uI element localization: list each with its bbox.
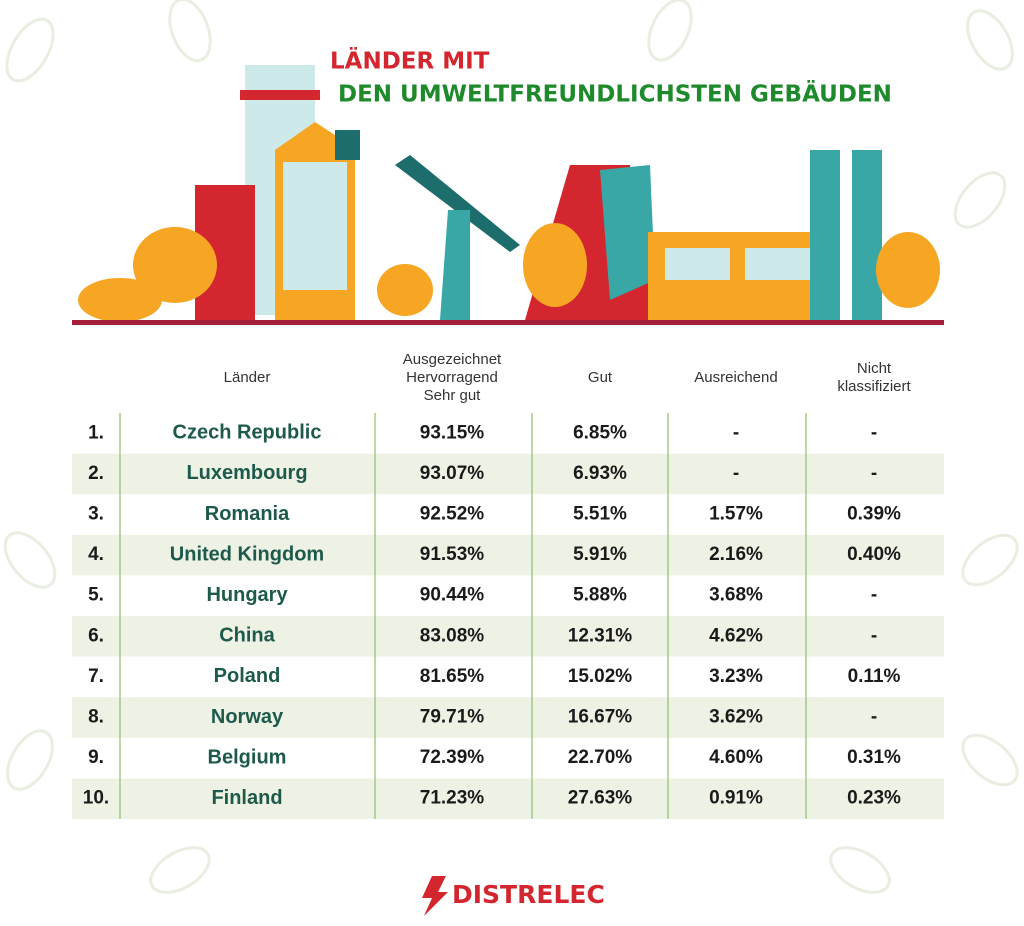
logo-text: DISTRELEC bbox=[452, 880, 605, 909]
table-cell: 5.51% bbox=[573, 504, 627, 525]
table-cell: - bbox=[733, 422, 739, 443]
table-cell: 93.07% bbox=[420, 463, 485, 484]
table-cell: 6.93% bbox=[573, 463, 627, 484]
column-header: Hervorragend bbox=[406, 369, 498, 386]
country-name: Hungary bbox=[206, 584, 288, 606]
table-cell: 7. bbox=[88, 666, 104, 687]
table-cell: 16.67% bbox=[568, 707, 633, 728]
table-cell: 1. bbox=[88, 422, 104, 443]
column-header: Nicht bbox=[857, 360, 892, 377]
table-cell: 4. bbox=[88, 544, 104, 565]
table-cell: - bbox=[871, 707, 877, 728]
table-cell: 3. bbox=[88, 504, 104, 525]
column-header: Ausreichend bbox=[694, 369, 777, 386]
country-name: China bbox=[219, 625, 275, 647]
table-cell: - bbox=[871, 463, 877, 484]
table-cell: 3.23% bbox=[709, 666, 763, 687]
country-name: Luxembourg bbox=[186, 462, 307, 484]
table-cell: 83.08% bbox=[420, 625, 485, 646]
table-cell: 9. bbox=[88, 747, 104, 768]
table-cell: 0.40% bbox=[847, 544, 901, 565]
table-cell: 6.85% bbox=[573, 422, 627, 443]
table-cell: 92.52% bbox=[420, 504, 485, 525]
table-cell: 5.88% bbox=[573, 585, 627, 606]
table-cell: 3.68% bbox=[709, 585, 763, 606]
table-cell: 15.02% bbox=[568, 666, 633, 687]
row-shade bbox=[72, 534, 944, 576]
column-header: Ausgezeichnet bbox=[403, 351, 502, 368]
title-line: DEN UMWELTFREUNDLICHSTEN GEBÄUDEN bbox=[338, 80, 892, 108]
table-cell: - bbox=[871, 585, 877, 606]
table-cell: 0.31% bbox=[847, 747, 901, 768]
column-header: Länder bbox=[224, 369, 271, 386]
table-cell: - bbox=[871, 422, 877, 443]
table-cell: 72.39% bbox=[420, 747, 485, 768]
table-cell: 2. bbox=[88, 463, 104, 484]
country-name: United Kingdom bbox=[170, 543, 324, 565]
row-shade bbox=[72, 616, 944, 657]
table-cell: 4.62% bbox=[709, 625, 763, 646]
table-cell: 2.16% bbox=[709, 544, 763, 565]
table-cell: 1.57% bbox=[709, 504, 763, 525]
table-cell: 8. bbox=[88, 707, 104, 728]
table-cell: 0.91% bbox=[709, 788, 763, 809]
table-cell: 90.44% bbox=[420, 585, 485, 606]
table-cell: - bbox=[733, 463, 739, 484]
table-cell: 81.65% bbox=[420, 666, 485, 687]
table-cell: 71.23% bbox=[420, 788, 485, 809]
title-line: LÄNDER MIT bbox=[330, 47, 490, 75]
table-cell: 0.23% bbox=[847, 788, 901, 809]
country-name: Finland bbox=[211, 787, 282, 809]
column-header: Gut bbox=[588, 369, 613, 386]
logo: DISTRELEC bbox=[422, 876, 605, 916]
table-cell: 5.91% bbox=[573, 544, 627, 565]
table-cell: 79.71% bbox=[420, 707, 485, 728]
table-cell: 3.62% bbox=[709, 707, 763, 728]
table-cell: 27.63% bbox=[568, 788, 633, 809]
table-cell: 0.39% bbox=[847, 504, 901, 525]
column-header: Sehr gut bbox=[424, 387, 482, 404]
table-cell: 5. bbox=[88, 585, 104, 606]
table-cell: 4.60% bbox=[709, 747, 763, 768]
country-name: Norway bbox=[211, 706, 284, 728]
illustration bbox=[72, 65, 944, 325]
table-cell: - bbox=[871, 625, 877, 646]
country-name: Belgium bbox=[208, 746, 287, 768]
table-cell: 93.15% bbox=[420, 422, 485, 443]
row-shade bbox=[72, 697, 944, 738]
table-cell: 0.11% bbox=[848, 666, 901, 687]
table-cell: 12.31% bbox=[568, 625, 633, 646]
table-cell: 6. bbox=[88, 625, 104, 646]
table-cell: 10. bbox=[83, 788, 109, 809]
table-cell: 91.53% bbox=[420, 544, 485, 565]
row-shade bbox=[72, 453, 944, 495]
background-leaves bbox=[3, 0, 1019, 894]
country-name: Poland bbox=[214, 665, 281, 687]
country-name: Czech Republic bbox=[173, 422, 322, 444]
table-cell: 22.70% bbox=[568, 747, 633, 768]
country-name: Romania bbox=[205, 503, 290, 525]
row-shade bbox=[72, 778, 944, 819]
column-header: klassifiziert bbox=[837, 378, 911, 395]
